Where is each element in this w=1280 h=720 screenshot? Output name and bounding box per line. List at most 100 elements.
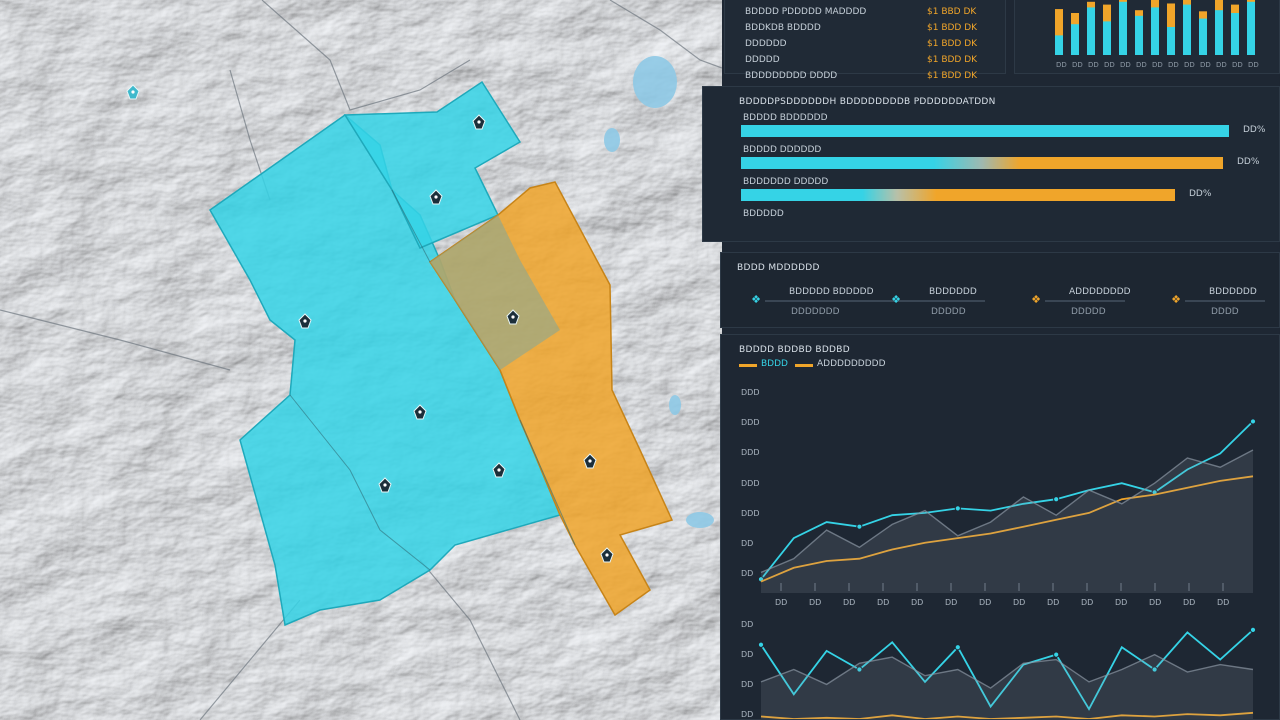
x-tick: DD bbox=[877, 598, 889, 607]
series-point bbox=[1249, 418, 1257, 425]
legend-swatch-2 bbox=[795, 364, 813, 367]
site-marker-icon[interactable] bbox=[378, 477, 392, 493]
y-tick: DDD bbox=[741, 418, 759, 427]
progress-value: DD% bbox=[1189, 189, 1212, 199]
bar-chart-card: DD DD DD DD DD DD DD DD DD DD DD DD DD bbox=[1014, 0, 1280, 74]
summary-label: BDDDDDDDD DDDD bbox=[745, 71, 838, 81]
x-tick: DD bbox=[1047, 598, 1059, 607]
site-marker-icon[interactable] bbox=[600, 547, 614, 563]
bar-tick: DD bbox=[1248, 61, 1259, 69]
series-area bbox=[761, 450, 1253, 593]
beacon-icon[interactable]: ❖ bbox=[1171, 293, 1181, 306]
site-marker-icon[interactable] bbox=[126, 84, 140, 100]
stat-sub: DDDDD bbox=[931, 307, 966, 317]
line-chart-card: BDDDD BDDBD BDDBD BDDD ADDDDDDDDD DDD DDD… bbox=[720, 334, 1280, 720]
map-markers bbox=[126, 84, 614, 563]
bar-cyan bbox=[1103, 21, 1111, 55]
x-tick: DD bbox=[843, 598, 855, 607]
legend-label-1: BDDD bbox=[761, 359, 788, 369]
stat-sub: DDDDDDD bbox=[791, 307, 840, 317]
series-line bbox=[760, 711, 1254, 719]
site-marker-icon[interactable] bbox=[413, 404, 427, 420]
bar-chart: DD DD DD DD DD DD DD DD DD DD DD DD DD bbox=[1055, 0, 1259, 69]
summary-value: $1 BDD DK bbox=[927, 23, 978, 33]
x-tick: DD bbox=[1149, 598, 1161, 607]
line-chart-title: BDDDD BDDBD BDDBD bbox=[739, 345, 850, 355]
series-line bbox=[760, 629, 1254, 711]
site-marker-icon[interactable] bbox=[583, 453, 597, 469]
dashboard-panel: BDDDD PDDDDD MADDDD $1 BBD DK BDDKDB BDDDD… bbox=[702, 0, 1280, 720]
bar-tick: DD bbox=[1200, 61, 1211, 69]
stat-sub: DDDDD bbox=[1071, 307, 1106, 317]
progress-fill bbox=[741, 125, 1229, 137]
bar-cyan bbox=[1119, 1, 1127, 56]
stat-name: BDDDDD BDDDDD bbox=[789, 287, 874, 297]
summary-card: BDDDD PDDDDD MADDDD $1 BBD DK BDDKDB BDDDD… bbox=[724, 0, 1006, 81]
summary-value: $1 BDD DK bbox=[927, 55, 978, 65]
stats-card: BDDD MDDDDDD ❖ BDDDDD BDDDDD DDDDDDD ❖ BDDDD… bbox=[720, 252, 1280, 328]
stats-title: BDDD MDDDDDD bbox=[737, 263, 820, 273]
series-point bbox=[1249, 626, 1257, 633]
bar-tick: DD bbox=[1184, 61, 1195, 69]
site-icon[interactable]: ❖ bbox=[891, 293, 901, 306]
bar-tick: DD bbox=[1056, 61, 1067, 69]
stat-sub: DDDD bbox=[1211, 307, 1239, 317]
terrain-map[interactable] bbox=[0, 0, 722, 720]
x-tick: DD bbox=[1013, 598, 1025, 607]
y-tick-lower: DD bbox=[741, 620, 753, 629]
stat-divider bbox=[1185, 300, 1265, 302]
stat-name: BDDDDDD bbox=[1209, 287, 1257, 297]
bar-tick: DD bbox=[1168, 61, 1179, 69]
x-tick: DD bbox=[1081, 598, 1093, 607]
bar-tick: DD bbox=[1104, 61, 1115, 69]
x-tick: DD bbox=[979, 598, 991, 607]
y-tick: DDD bbox=[741, 479, 759, 488]
site-marker-icon[interactable] bbox=[472, 114, 486, 130]
y-tick-lower: DD bbox=[741, 710, 753, 719]
progress-fill bbox=[741, 157, 1223, 169]
progress-label: BDDDDDD DDDDD bbox=[743, 177, 829, 187]
summary-label: BDDKDB BDDDD bbox=[745, 23, 821, 33]
series-point bbox=[954, 644, 961, 651]
series-area bbox=[761, 654, 1253, 719]
series-line bbox=[760, 653, 1254, 689]
x-tick: DD bbox=[1115, 598, 1127, 607]
bar-cyan bbox=[1087, 7, 1095, 55]
x-tick: DD bbox=[1217, 598, 1229, 607]
zone-boundaries bbox=[289, 189, 576, 571]
summary-value: $1 BBD DK bbox=[927, 7, 977, 17]
summary-value: $1 BDD DK bbox=[927, 71, 978, 81]
site-marker-icon[interactable] bbox=[429, 189, 443, 205]
map-roads bbox=[0, 0, 722, 720]
site-marker-icon[interactable] bbox=[506, 309, 520, 325]
drone-icon[interactable]: ❖ bbox=[751, 293, 761, 306]
bar-cyan bbox=[1183, 4, 1191, 56]
y-tick: DDD bbox=[741, 388, 759, 397]
map-canvas[interactable] bbox=[0, 0, 722, 720]
progress-track bbox=[741, 221, 1229, 233]
legend-swatch-1 bbox=[739, 364, 757, 367]
bar-cyan bbox=[1215, 10, 1223, 55]
bar-tick: DD bbox=[1072, 61, 1083, 69]
bar-tick: DD bbox=[1120, 61, 1131, 69]
y-tick: DD bbox=[741, 539, 753, 548]
summary-label: BDDDD PDDDDD MADDDD bbox=[745, 7, 867, 17]
summary-value: $1 BDD DK bbox=[927, 39, 978, 49]
bar-tick: DD bbox=[1136, 61, 1147, 69]
site-marker-icon[interactable] bbox=[298, 313, 312, 329]
bar-tick: DD bbox=[1232, 61, 1243, 69]
legend-label-2: ADDDDDDDDD bbox=[817, 359, 886, 369]
y-tick: DDD bbox=[741, 509, 759, 518]
y-tick-lower: DD bbox=[741, 650, 753, 659]
site-marker-icon[interactable] bbox=[492, 462, 506, 478]
map-lakes bbox=[604, 56, 714, 528]
bar-orange bbox=[1055, 9, 1063, 55]
sensor-icon[interactable]: ❖ bbox=[1031, 293, 1041, 306]
bar-cyan bbox=[1151, 7, 1159, 55]
summary-label: DDDDD bbox=[745, 55, 780, 65]
x-tick: DD bbox=[809, 598, 821, 607]
progress-card: BDDDDPSDDDDDDH BDDDDDDDDB PDDDDDDATDDN B… bbox=[702, 86, 1280, 242]
bar-cyan bbox=[1167, 27, 1175, 55]
x-tick: DD bbox=[775, 598, 787, 607]
